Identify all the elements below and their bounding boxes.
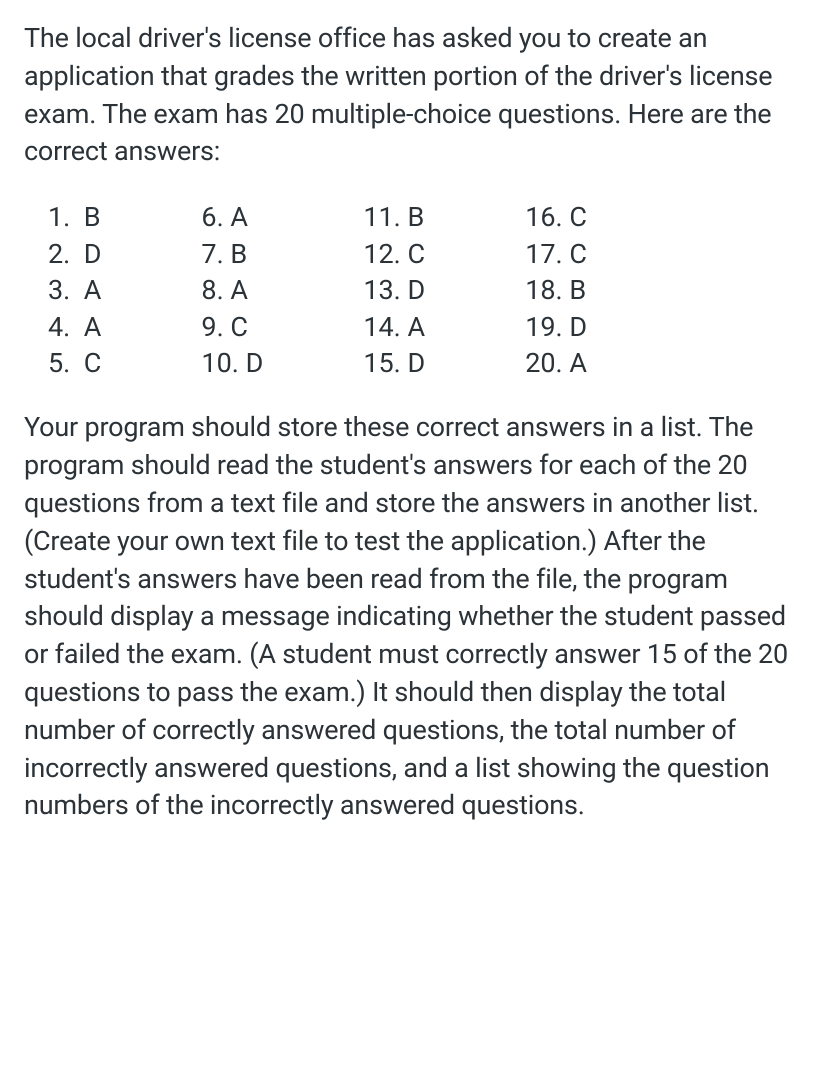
answer-item: 11. B <box>363 199 425 235</box>
answer-item: 16. C <box>525 199 587 235</box>
answer-item: 13. D <box>363 272 425 308</box>
description-paragraph: Your program should store these correct … <box>24 409 804 825</box>
answers-column-1: 1. B 2. D 3. A 4. A 5. C <box>48 199 101 381</box>
answer-item: 8. A <box>201 272 263 308</box>
answer-item: 14. A <box>363 309 425 345</box>
answer-item: 2. D <box>48 236 101 272</box>
answers-column-2: 6. A 7. B 8. A 9. C 10. D <box>201 199 263 381</box>
answer-item: 20. A <box>525 345 587 381</box>
answer-item: 7. B <box>201 236 263 272</box>
answer-item: 10. D <box>201 345 263 381</box>
intro-paragraph: The local driver's license office has as… <box>24 20 804 171</box>
answer-item: 18. B <box>525 272 587 308</box>
answers-column-4: 16. C 17. C 18. B 19. D 20. A <box>525 199 587 381</box>
answer-item: 19. D <box>525 309 587 345</box>
answer-item: 17. C <box>525 236 587 272</box>
answers-column-3: 11. B 12. C 13. D 14. A 15. D <box>363 199 425 381</box>
answer-item: 9. C <box>201 309 263 345</box>
answer-item: 3. A <box>48 272 101 308</box>
answer-item: 5. C <box>48 345 101 381</box>
answer-item: 12. C <box>363 236 425 272</box>
answer-item: 6. A <box>201 199 263 235</box>
answers-grid: 1. B 2. D 3. A 4. A 5. C 6. A 7. B 8. A … <box>24 199 804 381</box>
answer-item: 1. B <box>48 199 101 235</box>
answer-item: 15. D <box>363 345 425 381</box>
answer-item: 4. A <box>48 309 101 345</box>
